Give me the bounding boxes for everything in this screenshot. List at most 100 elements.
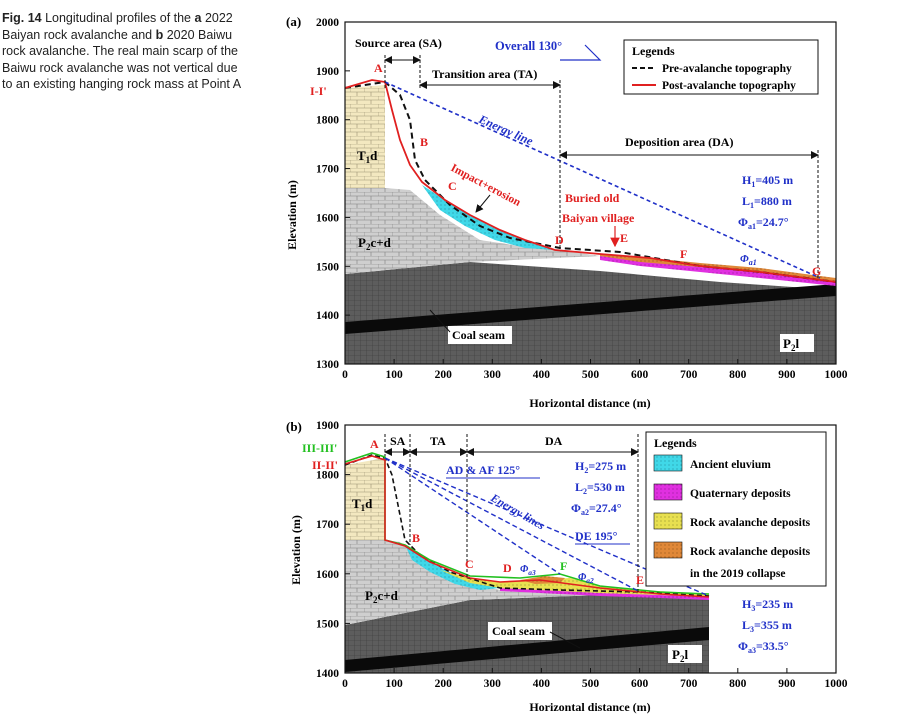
point-f: F <box>680 247 687 261</box>
x-tick-label: 800 <box>729 678 747 690</box>
point-a-b: A <box>370 437 379 451</box>
y-tick-label: 1300 <box>316 359 339 371</box>
coal-seam-label-b: Coal seam <box>492 624 545 638</box>
legend-rock-label: Rock avalanche deposits <box>690 517 811 529</box>
stratum-t1d-label: T1d <box>357 148 378 165</box>
section-label-b1: III-III' <box>302 441 337 455</box>
point-f-b: F <box>560 559 567 573</box>
param-phi3: Φa3=33.5° <box>738 639 789 655</box>
y-tick-label: 1800 <box>316 115 339 127</box>
figure-caption: Fig. 14 Longitudinal profiles of the a 2… <box>2 10 247 93</box>
param-l1: L1=880 m <box>742 194 792 210</box>
stratum-p2cd <box>345 188 600 274</box>
buried-label-1: Buried old <box>565 191 620 205</box>
phi-a2-label: Φa2 <box>578 572 594 585</box>
x-tick-label: 300 <box>484 678 502 690</box>
point-g: G <box>812 264 821 278</box>
x-tick-label: 1000 <box>825 678 848 690</box>
legend-quaternary-label: Quaternary deposits <box>690 488 791 500</box>
coal-seam-band <box>345 284 836 334</box>
energy-line-b-2 <box>384 457 641 593</box>
x-tick-label: 700 <box>680 678 698 690</box>
legend-a-title: Legends <box>632 44 675 58</box>
panel-b-axes: 0 100 200 300 400 500 600 700 800 900 1000 1400 1500… <box>316 420 848 690</box>
x-tick-label: 0 <box>342 678 348 690</box>
stratum-p2cd-b <box>345 540 709 625</box>
y-tick-label: 1400 <box>316 668 339 680</box>
buried-label-2: Baiyan village <box>562 211 635 225</box>
param-l2: L2=530 m <box>575 480 625 496</box>
legend-rock2019-label-1: Rock avalanche deposits <box>690 546 811 558</box>
legend-rock2019-swatch <box>653 541 683 559</box>
y-tick-label: 1600 <box>316 212 339 224</box>
legend-eluvium-label: Ancient eluvium <box>690 459 771 471</box>
de-angle: DE 195° <box>575 529 618 543</box>
x-tick-label: 700 <box>680 369 698 381</box>
caption-b: b <box>155 27 164 42</box>
x-tick-label: 800 <box>729 369 747 381</box>
panel-a-axes: 0 100 200 300 400 500 600 700 800 900 1000 1300 1400… <box>316 17 848 381</box>
energy-line-b-1 <box>384 457 561 575</box>
x-tick-label: 400 <box>533 678 551 690</box>
param-h1: H1=405 m <box>742 173 793 189</box>
ad-af-angle: AD & AF 125° <box>446 463 520 477</box>
zone-ta: Transition area (TA) <box>432 67 537 81</box>
caption-label: Fig. 14 <box>2 11 42 25</box>
param-phi1: Φa1=24.7° <box>738 215 789 231</box>
zone-da-b: DA <box>545 434 563 448</box>
stratum-t1d <box>345 85 385 188</box>
x-tick-label: 0 <box>342 369 348 381</box>
legend-quaternary-swatch <box>653 483 683 501</box>
p2l-label-bg <box>780 334 814 352</box>
panel-a: (a) 0 100 200 300 400 500 600 700 800 900 1000 1300… <box>285 14 848 410</box>
y-tick-label: 1700 <box>316 164 339 176</box>
section-label-b2: II-II' <box>312 458 338 472</box>
point-b: B <box>420 135 428 149</box>
y-tick-label: 1900 <box>316 66 339 78</box>
panel-a-ylabel: Elevation (m) <box>285 180 299 250</box>
phi-a3-label: Φa3 <box>520 564 536 577</box>
stratum-p2l-label-b: P2l <box>672 647 688 664</box>
energy-line-a <box>384 81 821 279</box>
coal-label-leader <box>429 309 451 333</box>
x-tick-label: 300 <box>484 369 502 381</box>
panel-b-xlabel: Horizontal distance (m) <box>529 700 650 714</box>
overall-angle-mark <box>560 44 602 61</box>
impact-label: Impact+erosion <box>449 162 523 209</box>
legend-a-box <box>623 39 819 95</box>
legend-rock-swatch <box>653 512 683 530</box>
red-profile <box>345 455 710 598</box>
section-label-a: I-I' <box>310 84 327 98</box>
x-tick-label: 200 <box>435 678 453 690</box>
x-tick-label: 600 <box>631 678 649 690</box>
x-tick-label: 400 <box>533 369 551 381</box>
panel-a-xlabel: Horizontal distance (m) <box>529 396 650 410</box>
x-tick-label: 500 <box>582 678 600 690</box>
y-tick-label: 1600 <box>316 569 339 581</box>
zone-sa-b: SA <box>390 434 406 448</box>
coal-seam-label: Coal seam <box>452 328 505 342</box>
caption-text-3: 2020 Baiwu rock avalanche. The real main… <box>2 27 242 92</box>
panel-b-ylabel: Elevation (m) <box>289 515 303 585</box>
y-tick-label: 1900 <box>316 420 339 432</box>
param-phi2: Φa2=27.4° <box>571 501 622 517</box>
phi-line-label-a: Φa1 <box>740 253 757 267</box>
y-tick-label: 1400 <box>316 310 339 322</box>
legend-pre-label: Pre-avalanche topography <box>662 63 792 75</box>
caption-text-2: 2022 Baiyan rock avalanche and <box>2 11 233 42</box>
caption-text-1: Longitudinal profiles of the <box>45 11 192 25</box>
x-tick-label: 100 <box>385 678 403 690</box>
legend-eluvium-swatch <box>653 454 683 472</box>
point-c: C <box>448 179 457 193</box>
green-profile <box>345 452 710 595</box>
y-tick-label: 1500 <box>316 618 339 630</box>
legend-post-label: Post-avalanche topography <box>662 80 796 92</box>
point-d-b: D <box>503 561 512 575</box>
legend-rock2019-label-2: in the 2019 collapse <box>690 568 786 580</box>
point-c-b: C <box>465 557 474 571</box>
stratum-p2cd-label-b: P2c+d <box>365 588 399 605</box>
panel-b-geology <box>345 452 710 673</box>
post-avalanche-line <box>345 79 836 283</box>
legend-b: Legends Ancient eluvium Quaternary depos… <box>645 431 827 587</box>
stratum-t1d-b <box>345 458 385 540</box>
